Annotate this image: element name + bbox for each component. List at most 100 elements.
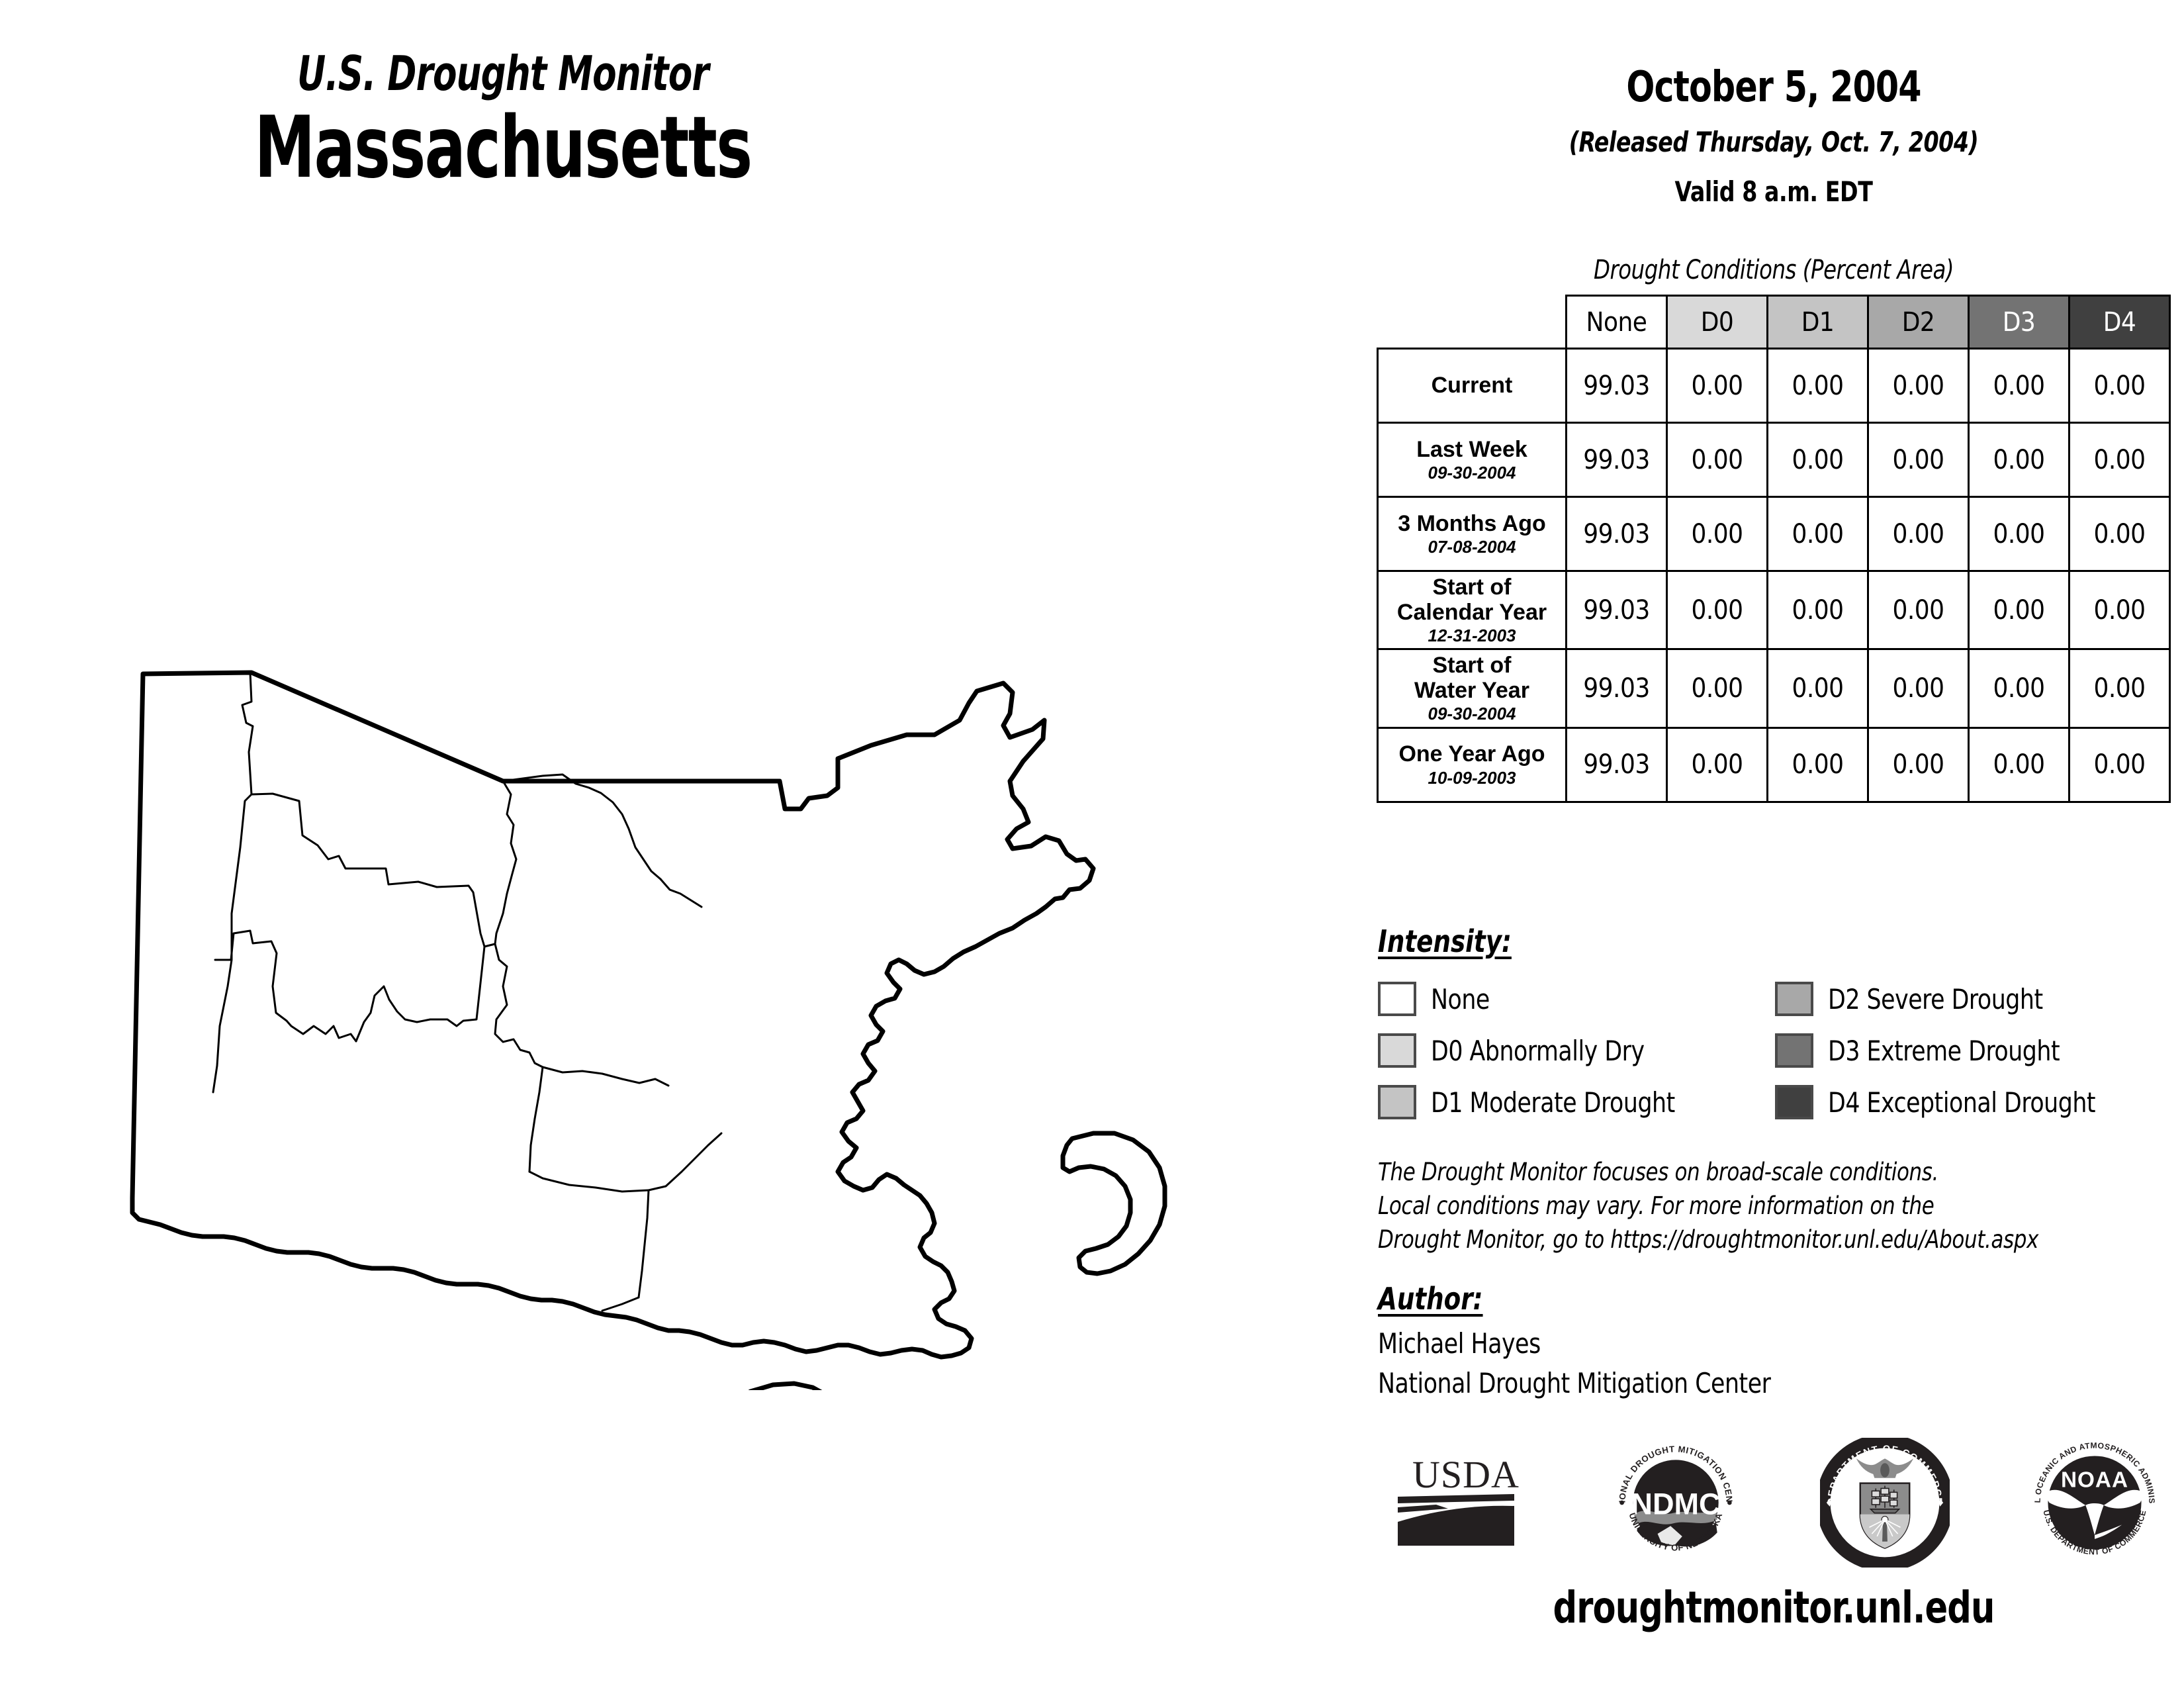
doc-seal: DEPARTMENT OF COMMERCE UNITED STATES OF … [1809, 1435, 1961, 1571]
column-header-d0: D0 [1666, 295, 1768, 350]
legend-label-d2: D2 Severe Drought [1828, 982, 2043, 1015]
drought-conditions-table: None D0 D1 D2 D3 D4 Current 99.03 0.00 0… [1377, 295, 2171, 803]
cell-calyear-d2: 0.00 [1867, 569, 1970, 651]
logo-row: USDA NDMC NATIONAL DROUGHT MITIGATION CE [1390, 1433, 2171, 1572]
massachusetts-map[interactable] [40, 563, 1337, 1390]
disclaimer-line-1: The Drought Monitor focuses on broad-sca… [1378, 1158, 1938, 1186]
author-heading: Author: [1378, 1281, 1483, 1317]
row-label-date: 12-31-2003 [1428, 626, 1516, 646]
cell-current-d2: 0.00 [1867, 348, 1970, 424]
disclaimer-text: The Drought Monitor focuses on broad-sca… [1378, 1155, 2111, 1256]
cell-lastweek-d0: 0.00 [1666, 422, 1768, 498]
svg-text:NDMC: NDMC [1631, 1487, 1720, 1521]
info-panel: October 5, 2004 (Released Thursday, Oct.… [1363, 0, 2184, 1688]
legend-label-d1: D1 Moderate Drought [1431, 1086, 1675, 1119]
row-label-name: Current [1431, 373, 1513, 399]
legend-swatch-d3 [1775, 1033, 1813, 1068]
cell-calyear-none: 99.03 [1565, 569, 1668, 651]
legend-item-d4: D4 Exceptional Drought [1775, 1076, 2172, 1128]
row-label-date: 10-09-2003 [1428, 767, 1516, 788]
cell-wateryear-d2: 0.00 [1867, 648, 1970, 729]
author-name: Michael Hayes [1378, 1327, 1541, 1360]
author-organization: National Drought Mitigation Center [1378, 1367, 1771, 1399]
cell-oneyear-d1: 0.00 [1766, 726, 1869, 803]
row-label-name-line2: Calendar Year [1396, 600, 1547, 626]
cell-3months-d3: 0.00 [1968, 496, 2070, 572]
row-label-last-week: Last Week 09-30-2004 [1377, 422, 1567, 498]
cell-wateryear-none: 99.03 [1565, 648, 1668, 729]
legend-item-d0: D0 Abnormally Dry [1378, 1025, 1775, 1076]
cell-3months-d0: 0.00 [1666, 496, 1768, 572]
disclaimer-line-2: Local conditions may vary. For more info… [1378, 1192, 1934, 1221]
row-label-date: 09-30-2004 [1428, 462, 1516, 483]
row-label-start-water-year: Start of Water Year 09-30-2004 [1377, 648, 1567, 729]
legend-item-d3: D3 Extreme Drought [1775, 1025, 2172, 1076]
row-label-name-line1: Start of [1432, 575, 1512, 600]
row-label-date: 09-30-2004 [1428, 704, 1516, 724]
table-caption: Drought Conditions (Percent Area) [1593, 255, 1954, 285]
cell-oneyear-d3: 0.00 [1968, 726, 2070, 803]
cell-lastweek-d4: 0.00 [2068, 422, 2171, 498]
legend-item-d1: D1 Moderate Drought [1378, 1076, 1775, 1128]
legend-swatch-d4 [1775, 1085, 1813, 1119]
cell-oneyear-d4: 0.00 [2068, 726, 2171, 803]
table-header-row: None D0 D1 D2 D3 D4 [1378, 295, 2171, 350]
row-label-name: Last Week [1416, 436, 1527, 462]
row-label-start-calendar-year: Start of Calendar Year 12-31-2003 [1377, 569, 1567, 651]
title-block: U.S. Drought Monitor Massachusetts [0, 50, 1006, 193]
column-header-d1: D1 [1766, 295, 1869, 350]
released-note: (Released Thursday, Oct. 7, 2004) [1569, 126, 1979, 158]
cell-current-d1: 0.00 [1766, 348, 1869, 424]
footer-url[interactable]: droughtmonitor.unl.edu [1553, 1582, 1995, 1633]
cell-calyear-d0: 0.00 [1666, 569, 1768, 651]
legend-swatch-d0 [1378, 1033, 1416, 1068]
cell-3months-d1: 0.00 [1766, 496, 1869, 572]
usda-logo-icon: USDA [1398, 1453, 1520, 1546]
legend-item-d2: D2 Severe Drought [1775, 973, 2172, 1025]
table-row: 3 Months Ago 07-08-2004 99.03 0.00 0.00 … [1377, 496, 2171, 572]
marthas-vineyard-outline [748, 1381, 823, 1390]
doc-seal-icon: DEPARTMENT OF COMMERCE UNITED STATES OF … [1820, 1438, 1950, 1568]
cell-wateryear-d0: 0.00 [1666, 648, 1768, 729]
row-label-name: 3 Months Ago [1398, 510, 1546, 536]
row-label-date: 07-08-2004 [1428, 536, 1516, 557]
row-label-3-months-ago: 3 Months Ago 07-08-2004 [1377, 496, 1567, 572]
cell-oneyear-d2: 0.00 [1867, 726, 1970, 803]
svg-text:USDA: USDA [1412, 1453, 1520, 1496]
release-date: October 5, 2004 [1626, 63, 1921, 112]
county-boundaries [212, 671, 723, 1312]
cell-current-d4: 0.00 [2068, 348, 2171, 424]
disclaimer-line-3: Drought Monitor, go to https://droughtmo… [1378, 1225, 2039, 1254]
column-header-d2: D2 [1867, 295, 1970, 350]
legend-swatch-d2 [1775, 982, 1813, 1016]
row-label-one-year-ago: One Year Ago 10-09-2003 [1377, 726, 1567, 803]
cell-oneyear-d0: 0.00 [1666, 726, 1768, 803]
row-label-name-line1: Start of [1432, 653, 1512, 679]
legend-label-d0: D0 Abnormally Dry [1431, 1034, 1645, 1067]
map-svg [130, 670, 1167, 1390]
row-label-name: One Year Ago [1398, 741, 1545, 767]
cell-current-d3: 0.00 [1968, 348, 2070, 424]
cell-current-d0: 0.00 [1666, 348, 1768, 424]
cell-lastweek-d2: 0.00 [1867, 422, 1970, 498]
legend-swatch-none [1378, 982, 1416, 1016]
table-row: Current 99.03 0.00 0.00 0.00 0.00 0.00 [1377, 348, 2171, 424]
cell-calyear-d4: 0.00 [2068, 569, 2171, 651]
map-panel: U.S. Drought Monitor Massachusetts [0, 50, 1337, 1390]
column-header-d3: D3 [1968, 295, 2070, 350]
table-corner-cell [1378, 296, 1567, 349]
cape-cod-outline [1060, 1131, 1167, 1276]
cell-lastweek-none: 99.03 [1565, 422, 1668, 498]
cell-wateryear-d3: 0.00 [1968, 648, 2070, 729]
table-row: Last Week 09-30-2004 99.03 0.00 0.00 0.0… [1377, 422, 2171, 498]
row-label-current: Current [1377, 348, 1567, 424]
cell-wateryear-d1: 0.00 [1766, 648, 1869, 729]
ndmc-logo: NDMC NATIONAL DROUGHT MITIGATION CENTER … [1600, 1435, 1752, 1571]
table-row: Start of Water Year 09-30-2004 99.03 0.0… [1377, 648, 2171, 729]
column-header-d4: D4 [2068, 295, 2171, 350]
noaa-logo-icon: NOAA NATIONAL OCEANIC AND ATMOSPHERIC AD… [2030, 1438, 2156, 1557]
valid-time: Valid 8 a.m. EDT [1674, 175, 1873, 208]
cell-3months-d2: 0.00 [1867, 496, 1970, 572]
cell-oneyear-none: 99.03 [1565, 726, 1668, 803]
legend-label-none: None [1431, 982, 1490, 1015]
